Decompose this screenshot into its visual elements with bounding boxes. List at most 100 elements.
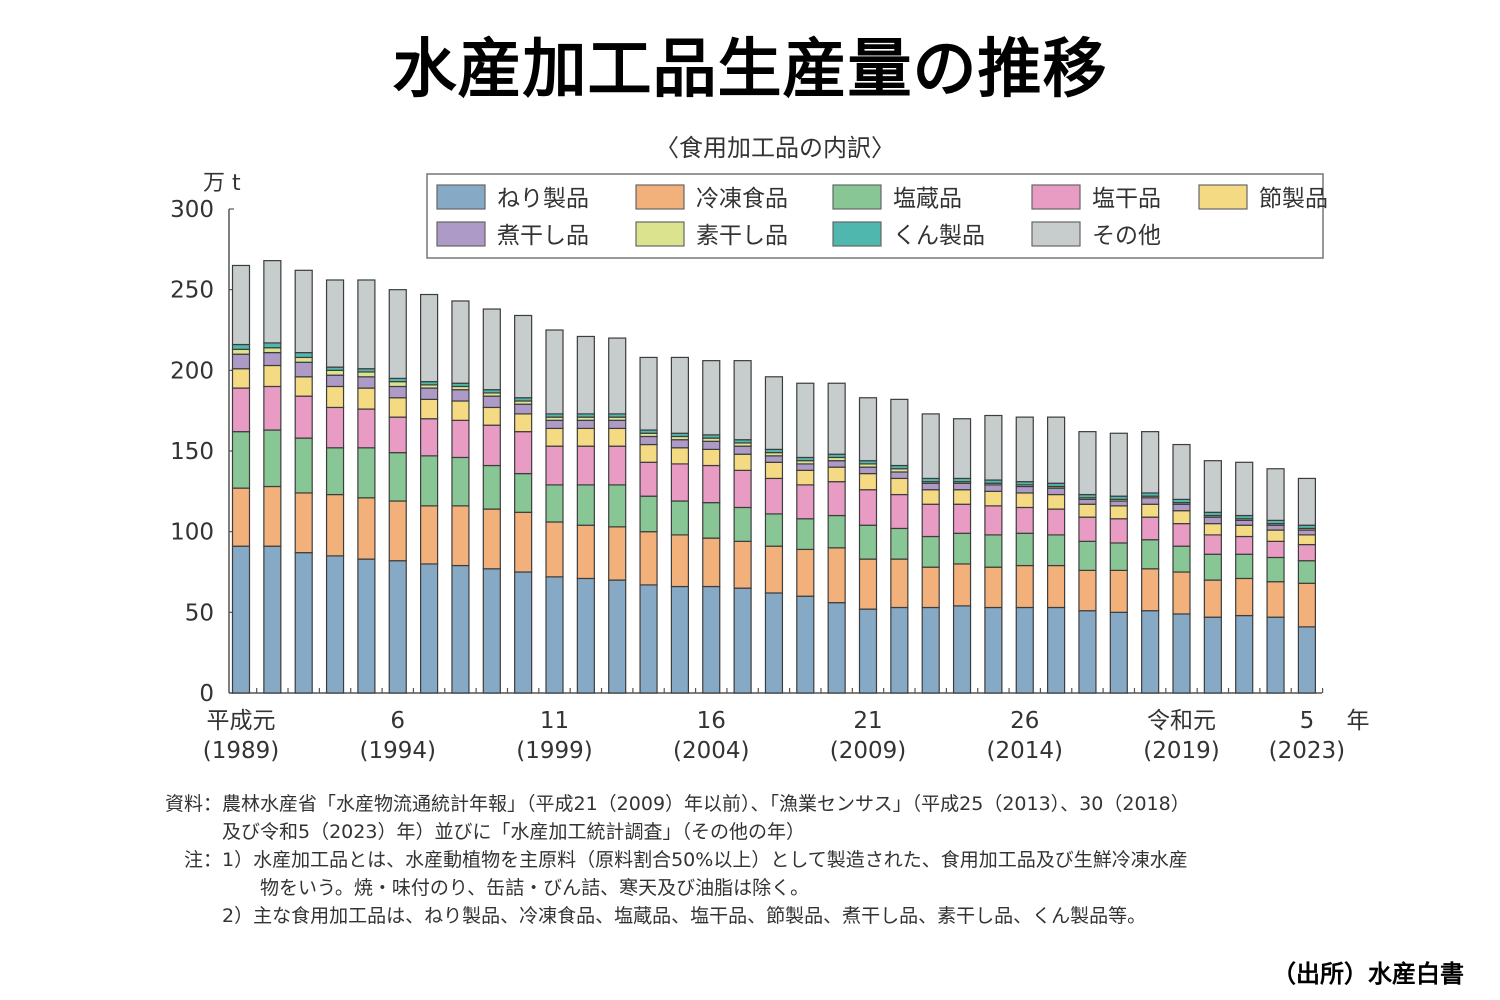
bar-segment bbox=[984, 484, 1003, 492]
legend-label: 節製品 bbox=[1259, 186, 1328, 212]
y-unit-label: 万 t bbox=[203, 171, 241, 196]
bar-segment bbox=[733, 360, 752, 441]
bar-segment bbox=[1203, 460, 1222, 513]
bar-segment bbox=[1297, 626, 1317, 694]
bar-segment bbox=[1235, 553, 1254, 580]
bar-segment bbox=[1172, 613, 1191, 694]
bar-segment bbox=[1141, 431, 1160, 494]
note-line: 2）主な食用加工品は、ねり製品、冷凍食品、塩蔵品、塩干品、節製品、煮干し品、素干… bbox=[165, 905, 1147, 927]
bar-segment bbox=[890, 471, 909, 480]
bar-segment bbox=[670, 500, 690, 536]
legend-swatch bbox=[635, 184, 685, 210]
bar-segment bbox=[608, 427, 627, 447]
bar-segment bbox=[325, 447, 345, 496]
bar-segment bbox=[1078, 540, 1097, 571]
bar-segment bbox=[451, 400, 470, 421]
legend-label: その他 bbox=[1092, 223, 1161, 249]
bar-segment bbox=[294, 269, 313, 354]
bar-segment bbox=[576, 445, 595, 486]
bar-segment bbox=[1046, 493, 1066, 510]
bar-stack bbox=[858, 397, 878, 694]
x-tick-label-year: (1989) bbox=[203, 738, 279, 764]
bar-segment bbox=[420, 455, 439, 507]
bar-segment bbox=[357, 408, 376, 449]
bar-segment bbox=[325, 369, 345, 376]
legend-label: 塩干品 bbox=[1092, 186, 1161, 212]
bar-segment bbox=[451, 564, 470, 694]
bar-stack bbox=[1046, 416, 1066, 694]
bar-segment bbox=[1109, 518, 1128, 544]
bar-segment bbox=[1109, 569, 1128, 613]
legend-swatch bbox=[1031, 184, 1081, 210]
bar-segment bbox=[294, 552, 313, 694]
bar-segment bbox=[921, 413, 940, 480]
bar-segment bbox=[733, 445, 752, 455]
bar-segment bbox=[921, 489, 940, 505]
bar-stack bbox=[1109, 432, 1128, 694]
bar-segment bbox=[1015, 506, 1034, 534]
bar-segment bbox=[1109, 505, 1128, 520]
y-tick-label: 100 bbox=[170, 520, 214, 546]
bar-stack bbox=[420, 293, 439, 694]
bar-segment bbox=[514, 403, 533, 415]
bar-segment bbox=[1172, 510, 1191, 525]
bar-segment bbox=[1297, 560, 1317, 584]
bar-segment bbox=[482, 406, 501, 426]
bar-segment bbox=[1203, 579, 1222, 618]
bar-segment bbox=[764, 376, 784, 450]
bar-segment bbox=[357, 497, 376, 560]
bar-segment bbox=[545, 576, 564, 694]
x-tick-label-era: 11 bbox=[540, 708, 569, 734]
bar-segment bbox=[608, 526, 627, 581]
bar-stack bbox=[670, 356, 690, 694]
bar-segment bbox=[670, 534, 690, 588]
x-tick-label-year: (1999) bbox=[516, 738, 592, 764]
bar-segment bbox=[1015, 492, 1034, 509]
bar-segment bbox=[733, 540, 752, 589]
bar-segment bbox=[231, 387, 251, 433]
bar-segment bbox=[482, 568, 501, 694]
bar-segment bbox=[1141, 568, 1160, 612]
bar-segment bbox=[890, 558, 909, 609]
bar-segment bbox=[984, 414, 1003, 481]
bar-segment bbox=[670, 356, 690, 434]
bar-segment bbox=[670, 447, 690, 465]
bar-segment bbox=[1109, 611, 1128, 694]
bar-segment bbox=[482, 508, 501, 570]
bar-segment bbox=[325, 493, 345, 557]
bar-stack bbox=[796, 382, 815, 694]
bar-segment bbox=[796, 548, 815, 597]
bar-segment bbox=[1141, 610, 1160, 694]
bar-segment bbox=[576, 484, 595, 526]
bar-stack bbox=[482, 308, 501, 694]
bar-segment bbox=[514, 511, 533, 573]
bar-segment bbox=[420, 505, 439, 565]
bar-segment bbox=[514, 431, 533, 475]
bar-segment bbox=[1172, 503, 1191, 512]
bar-segment bbox=[263, 342, 282, 349]
bar-segment bbox=[545, 419, 564, 430]
bar-segment bbox=[1015, 485, 1034, 494]
y-tick-label: 250 bbox=[170, 278, 214, 304]
bar-segment bbox=[420, 563, 439, 694]
bar-segment bbox=[984, 505, 1003, 536]
bar-segment bbox=[984, 490, 1003, 507]
legend-swatch bbox=[832, 221, 882, 247]
bar-segment bbox=[984, 566, 1003, 609]
bar-segment bbox=[294, 376, 313, 397]
bar-segment bbox=[357, 371, 376, 378]
bar-stack bbox=[514, 314, 533, 694]
bar-segment bbox=[420, 418, 439, 457]
bar-segment bbox=[764, 455, 784, 463]
bar-segment bbox=[231, 368, 251, 389]
bar-segment bbox=[388, 560, 407, 694]
bar-segment bbox=[1015, 532, 1034, 567]
bar-stack bbox=[357, 279, 376, 694]
bar-segment bbox=[357, 447, 376, 499]
bar-stack bbox=[451, 300, 470, 694]
bar-segment bbox=[921, 503, 940, 538]
bar-stack bbox=[231, 264, 251, 694]
bar-segment bbox=[1015, 564, 1034, 609]
bar-segment bbox=[231, 264, 251, 346]
bar-segment bbox=[858, 466, 878, 475]
